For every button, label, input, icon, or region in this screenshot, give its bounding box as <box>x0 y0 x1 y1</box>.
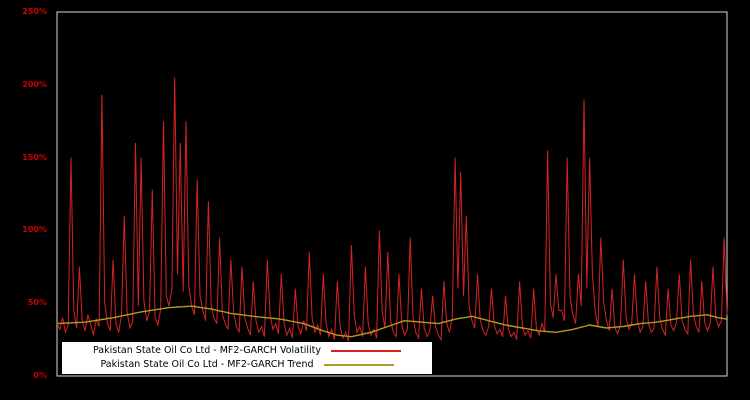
legend: Pakistan State Oil Co Ltd - MF2-GARCH Vo… <box>62 342 432 374</box>
legend-label-volatility: Pakistan State Oil Co Ltd - MF2-GARCH Vo… <box>92 345 321 356</box>
y-tick-label: 100% <box>22 225 47 235</box>
plot-frame <box>56 11 728 377</box>
y-tick-label: 200% <box>22 79 47 89</box>
legend-line-sample-volatility <box>331 350 401 352</box>
legend-line-sample-trend <box>323 364 394 366</box>
y-tick-label: 50% <box>27 298 47 308</box>
trend-series <box>56 305 728 338</box>
legend-item-volatility: Pakistan State Oil Co Ltd - MF2-GARCH Vo… <box>68 344 426 358</box>
y-tick-label: 0% <box>33 370 47 380</box>
legend-item-trend: Pakistan State Oil Co Ltd - MF2-GARCH Tr… <box>68 358 426 372</box>
volatility-series <box>56 77 728 342</box>
y-tick-label: 150% <box>22 152 47 162</box>
y-axis: 250% 200% 150% 100% 50% 0% <box>0 6 52 382</box>
legend-label-trend: Pakistan State Oil Co Ltd - MF2-GARCH Tr… <box>100 359 314 370</box>
y-tick-label: 250% <box>22 7 47 16</box>
